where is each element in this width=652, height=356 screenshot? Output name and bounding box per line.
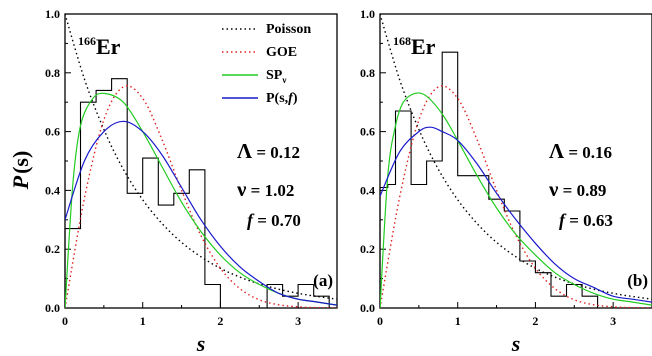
y-tick-label: 0.6 bbox=[45, 125, 60, 139]
param-f-value: = 0.70 bbox=[253, 211, 301, 230]
panel-label: (b) bbox=[627, 271, 648, 290]
nucleus-mass: 168 bbox=[393, 34, 411, 48]
param-nu-symbol: ν bbox=[236, 177, 247, 201]
legend-spv-sub: ν bbox=[281, 75, 286, 85]
x-tick-label: 1 bbox=[455, 314, 461, 328]
param-lambda-value: = 0.12 bbox=[252, 143, 300, 162]
y-axis-label: P(s) bbox=[8, 151, 33, 191]
y-tick-label: 0.4 bbox=[360, 183, 375, 197]
x-tick-label: 2 bbox=[217, 314, 223, 328]
series-line-goe bbox=[380, 85, 652, 308]
x-axis-label: s bbox=[196, 331, 206, 356]
nucleus-symbol: Er bbox=[96, 34, 121, 59]
param-lambda-symbol: Λ bbox=[549, 139, 564, 163]
nucleus-label: 168Er bbox=[393, 34, 436, 59]
x-tick-label: 3 bbox=[295, 314, 301, 328]
x-tick-label: 2 bbox=[532, 314, 538, 328]
y-tick-label: 0.8 bbox=[45, 66, 60, 80]
y-tick-label: 1.0 bbox=[45, 7, 60, 21]
legend-label-poisson: Poisson bbox=[266, 22, 311, 37]
legend-label-psf: P(s,f) bbox=[266, 91, 298, 106]
y-tick-label: 0.0 bbox=[360, 301, 375, 315]
series-line-poisson bbox=[65, 14, 337, 300]
legend-psf-f: f bbox=[288, 91, 294, 106]
series-line-spv bbox=[380, 92, 652, 308]
y-tick-label: 1.0 bbox=[360, 7, 375, 21]
y-tick-label: 0.6 bbox=[360, 125, 375, 139]
x-tick-label: 0 bbox=[377, 314, 383, 328]
param-nu-symbol: ν bbox=[548, 177, 559, 201]
legend-label-spv: SPν bbox=[266, 68, 286, 85]
y-axis-label-main: P bbox=[8, 175, 33, 190]
x-axis-label: s bbox=[511, 331, 521, 356]
x-tick-label: 1 bbox=[140, 314, 146, 328]
x-tick-label: 0 bbox=[62, 314, 68, 328]
param-lambda-symbol: Λ bbox=[237, 139, 252, 163]
legend-label-goe: GOE bbox=[266, 45, 297, 60]
y-tick-label: 0.2 bbox=[45, 242, 60, 256]
panel-a: 0.0 0.2 0.4 0.6 0.8 1.0 0 1 2 3 s 166Er Λ = 0.12 ν = … bbox=[45, 7, 338, 356]
panel-label: (a) bbox=[313, 271, 333, 290]
series-line-psf bbox=[380, 126, 652, 303]
param-f: f = 0.63 bbox=[559, 210, 613, 230]
histogram bbox=[64, 78, 330, 309]
legend-spv-main: SP bbox=[266, 68, 283, 83]
param-nu-value: = 1.02 bbox=[246, 181, 294, 200]
param-nu: ν = 1.02 bbox=[236, 177, 294, 201]
param-lambda: Λ = 0.12 bbox=[237, 139, 300, 163]
y-tick-label: 0.8 bbox=[360, 66, 375, 80]
series-line-spv bbox=[65, 92, 337, 308]
nucleus-symbol: Er bbox=[411, 34, 436, 59]
y-axis-label-paren: (s) bbox=[8, 151, 33, 174]
x-tick-label: 3 bbox=[610, 314, 616, 328]
series-line-goe bbox=[65, 85, 337, 308]
param-f: f = 0.70 bbox=[247, 210, 301, 230]
series-line-poisson bbox=[380, 14, 652, 300]
param-f-symbol: f bbox=[247, 210, 255, 230]
histogram bbox=[379, 51, 599, 308]
svg-text:P(s): P(s) bbox=[8, 151, 33, 191]
y-tick-label: 0.2 bbox=[360, 242, 375, 256]
param-f-value: = 0.63 bbox=[565, 211, 613, 230]
nucleus-mass: 166 bbox=[78, 34, 96, 48]
y-tick-label: 0.4 bbox=[45, 183, 60, 197]
nucleus-label: 166Er bbox=[78, 34, 121, 59]
param-f-symbol: f bbox=[559, 210, 567, 230]
legend-psf-prefix: P(s, bbox=[266, 91, 288, 106]
y-tick-label: 0.0 bbox=[45, 301, 60, 315]
legend-psf-suffix: ) bbox=[293, 91, 298, 106]
param-lambda: Λ = 0.16 bbox=[549, 139, 612, 163]
panel-b: 0.0 0.2 0.4 0.6 0.8 1.0 0 1 2 3 s 168Er Λ = 0.16 ν = … bbox=[360, 7, 652, 356]
param-nu-value: = 0.89 bbox=[558, 181, 606, 200]
param-nu: ν = 0.89 bbox=[548, 177, 606, 201]
legend: Poisson GOE SPν P(s,f) bbox=[222, 22, 311, 106]
param-lambda-value: = 0.16 bbox=[564, 143, 612, 162]
series-line-psf bbox=[65, 120, 337, 306]
